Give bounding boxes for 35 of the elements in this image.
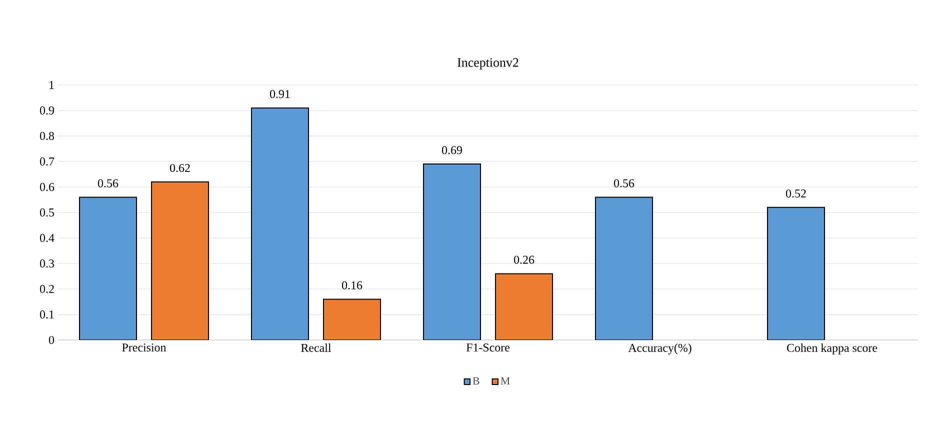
bar — [323, 298, 382, 340]
x-tick-label: Cohen kappa score — [787, 344, 878, 354]
y-tick-label: 0.3 — [40, 259, 54, 268]
data-label: 0.69 — [442, 146, 462, 154]
data-label: 0.91 — [270, 90, 290, 98]
y-tick-label: 0.6 — [40, 182, 54, 192]
data-label: 0.56 — [98, 179, 118, 188]
data-label: 0.16 — [342, 281, 362, 290]
bar — [79, 196, 137, 340]
y-tick-label: 0.4 — [40, 234, 54, 242]
x-tick-label: F1-Score — [466, 344, 510, 352]
bar — [251, 107, 309, 340]
y-tick-label: 0.8 — [40, 132, 54, 140]
bar — [151, 181, 209, 340]
bar — [495, 273, 554, 340]
y-tick-label: 0.7 — [40, 157, 54, 166]
legend-label: M — [500, 377, 510, 385]
bar — [595, 196, 654, 340]
y-tick-label: 0.2 — [40, 284, 54, 294]
y-tick-label: 0.5 — [40, 208, 54, 217]
y-tick-label: 1 — [50, 81, 54, 89]
y-tick-label: 0.9 — [40, 106, 54, 115]
y-tick-label: 0.1 — [40, 310, 54, 319]
x-tick-label: Accuracy(%) — [628, 344, 692, 354]
y-tick-label: 0 — [48, 336, 54, 344]
x-tick-label: Recall — [301, 344, 332, 352]
data-label: 0.52 — [786, 189, 806, 198]
data-label: 0.26 — [514, 256, 534, 264]
chart-title: Inceptionv2 — [458, 58, 518, 70]
legend-label: B — [472, 377, 480, 385]
x-tick-label: Precision — [122, 344, 166, 352]
bar — [423, 164, 482, 340]
bar — [767, 206, 826, 340]
data-label: 0.56 — [614, 179, 634, 188]
data-label: 0.62 — [170, 164, 190, 172]
